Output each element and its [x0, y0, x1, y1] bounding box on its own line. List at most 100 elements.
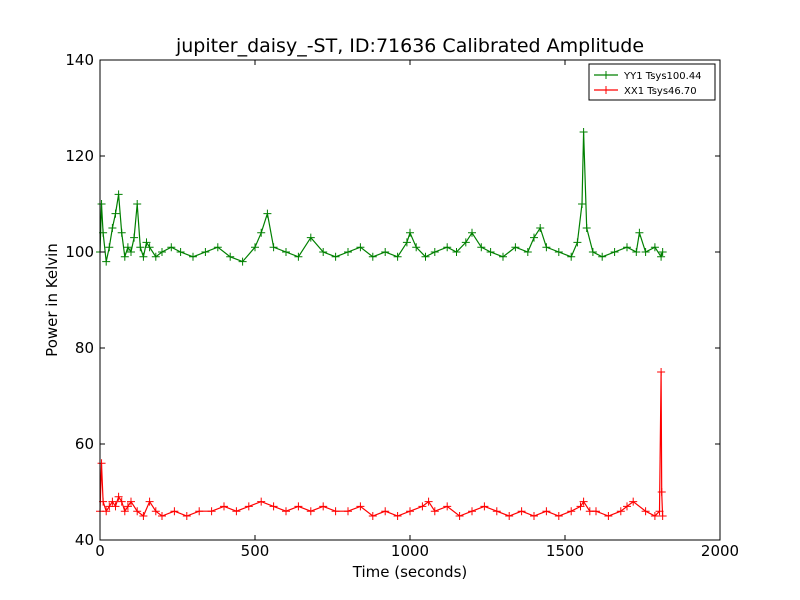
data-point	[604, 512, 613, 520]
data-point	[381, 248, 390, 256]
data-point	[657, 252, 666, 261]
data-point	[567, 507, 576, 516]
data-point	[368, 512, 377, 520]
x-tick-label: 2000	[701, 542, 739, 560]
data-point	[114, 492, 123, 501]
data-point	[356, 243, 365, 252]
data-point	[263, 209, 272, 218]
data-point	[220, 502, 228, 511]
data-point	[554, 512, 563, 520]
y-tick-label: 80	[75, 339, 94, 357]
data-point	[461, 238, 470, 247]
data-point	[443, 243, 452, 252]
data-point	[477, 243, 486, 252]
data-point	[120, 252, 129, 261]
data-point	[97, 200, 106, 208]
series-2	[96, 368, 667, 520]
data-point	[306, 507, 315, 516]
data-point	[201, 248, 210, 256]
data-point	[97, 459, 106, 468]
data-point	[468, 507, 476, 516]
data-point	[105, 243, 114, 252]
y-tick-label: 100	[65, 243, 94, 261]
data-point	[573, 238, 582, 247]
data-point	[655, 507, 664, 516]
data-point	[158, 512, 166, 520]
data-point	[127, 248, 135, 256]
data-point	[123, 502, 132, 511]
data-point	[257, 497, 266, 506]
data-point	[344, 248, 352, 256]
data-point	[102, 257, 111, 266]
y-tick-label: 60	[75, 435, 94, 453]
data-point	[145, 243, 154, 252]
data-point	[443, 502, 452, 511]
data-point	[468, 228, 476, 237]
y-axis-label: Power in Kelvin	[43, 243, 61, 357]
data-point	[331, 252, 340, 261]
data-point	[142, 238, 151, 247]
y-tick-label: 140	[65, 51, 94, 69]
data-point	[123, 243, 132, 252]
legend-label: XX1 Tsys46.70	[624, 86, 697, 97]
data-point	[158, 248, 166, 256]
data-point	[344, 507, 352, 516]
data-point	[226, 252, 235, 261]
data-point	[452, 248, 461, 256]
data-point	[567, 252, 576, 261]
data-point	[251, 243, 259, 252]
x-tick-label: 1500	[546, 542, 584, 560]
data-point	[117, 228, 126, 237]
legend-marker	[602, 86, 610, 94]
legend-box	[588, 63, 716, 101]
series-line	[99, 131, 664, 263]
data-point	[213, 243, 222, 252]
data-point	[616, 507, 625, 516]
data-point	[598, 252, 607, 261]
data-point	[492, 507, 501, 516]
data-point	[111, 209, 120, 218]
y-tick-label: 40	[75, 531, 94, 549]
data-point	[393, 252, 402, 261]
data-point	[480, 502, 489, 511]
x-tick-label: 500	[241, 542, 270, 560]
data-point	[635, 228, 644, 237]
data-point	[189, 252, 197, 261]
data-point	[195, 507, 204, 516]
data-point	[623, 502, 631, 511]
legend-label: YY1 Tsys100.44	[623, 71, 702, 82]
data-point	[139, 512, 148, 520]
data-point	[381, 507, 390, 516]
data-point	[406, 228, 414, 237]
data-point	[486, 248, 495, 256]
data-point	[430, 248, 439, 256]
data-point	[418, 502, 427, 511]
data-point	[588, 248, 597, 256]
data-point	[294, 252, 303, 261]
data-point	[269, 243, 278, 252]
x-tick-label: 1000	[391, 542, 429, 560]
data-point	[523, 248, 532, 256]
data-point	[641, 248, 650, 256]
data-point	[108, 497, 117, 506]
chart-title: jupiter_daisy_-ST, ID:71636 Calibrated A…	[175, 35, 644, 57]
data-point	[650, 512, 659, 520]
data-point	[402, 238, 411, 247]
data-point	[151, 507, 160, 516]
data-point	[393, 512, 402, 520]
data-point	[133, 200, 142, 208]
data-point	[257, 228, 266, 237]
data-point	[641, 507, 650, 516]
data-point	[145, 497, 154, 506]
data-point	[282, 507, 290, 516]
data-point	[421, 252, 430, 261]
data-point	[455, 512, 464, 520]
data-point	[114, 190, 123, 199]
series-1	[96, 128, 667, 266]
data-point	[511, 243, 520, 252]
data-point	[610, 248, 619, 256]
data-point	[294, 502, 303, 511]
data-point	[536, 224, 545, 232]
data-point	[530, 512, 538, 520]
data-point	[424, 497, 433, 506]
